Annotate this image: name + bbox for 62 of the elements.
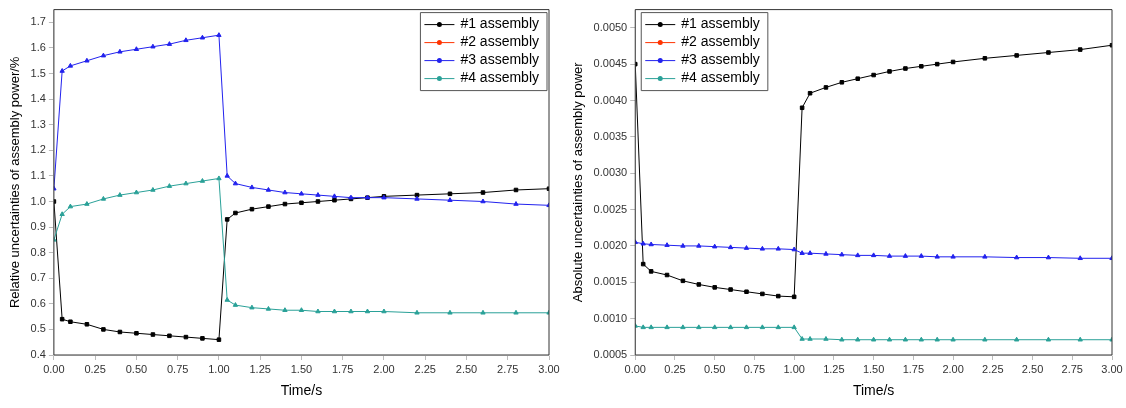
- y-tick-label: 0.6: [30, 296, 46, 309]
- x-tick-label: 3.00: [1101, 362, 1123, 375]
- y-tick-label: 0.0010: [593, 311, 628, 324]
- y-tick-label: 1.2: [30, 143, 46, 156]
- y-tick-label: 0.8: [30, 245, 46, 258]
- x-tick-label: 2.75: [1061, 362, 1083, 375]
- x-tick-label: 2.00: [373, 362, 395, 375]
- y-tick-label: 0.5: [30, 322, 46, 335]
- legend-label: #1 assembly: [681, 15, 760, 32]
- x-tick-label: 1.50: [862, 362, 885, 375]
- x-tick-label: 0.50: [703, 362, 726, 375]
- y-tick-label: 0.0020: [593, 238, 628, 251]
- x-tick-label: 1.75: [902, 362, 925, 375]
- x-tick-label: 0.75: [743, 362, 766, 375]
- y-tick-label: 1.5: [30, 66, 46, 79]
- y-tick-label: 0.0005: [593, 348, 628, 361]
- x-tick-label: 2.25: [982, 362, 1004, 375]
- legend-label: #4 assembly: [460, 69, 539, 86]
- legend-label: #2 assembly: [460, 33, 539, 50]
- x-tick-label: 0.25: [664, 362, 686, 375]
- x-tick-label: 0.00: [624, 362, 646, 375]
- y-tick-label: 0.9: [30, 220, 46, 233]
- y-tick-label: 0.0045: [593, 57, 628, 70]
- y-tick-label: 1.0: [30, 194, 46, 207]
- x-tick-label: 2.50: [455, 362, 478, 375]
- x-tick-label: 1.00: [208, 362, 230, 375]
- x-tick-label: 2.25: [414, 362, 436, 375]
- x-tick-label: 1.50: [290, 362, 313, 375]
- y-tick-label: 1.4: [30, 92, 46, 105]
- y-axis-title: Relative uncertainties of assembly power/%: [7, 56, 23, 309]
- x-tick-label: 1.25: [249, 362, 271, 375]
- y-tick-label: 1.7: [30, 15, 46, 28]
- legend-label: #4 assembly: [681, 69, 760, 86]
- y-tick-label: 0.0025: [593, 202, 628, 215]
- y-tick-label: 1.3: [30, 117, 46, 130]
- x-tick-label: 2.75: [497, 362, 519, 375]
- x-tick-label: 0.25: [84, 362, 106, 375]
- x-tick-label: 1.25: [823, 362, 845, 375]
- x-axis-title: Time/s: [280, 382, 323, 399]
- y-tick-label: 0.0015: [593, 275, 628, 288]
- y-tick-label: 0.4: [30, 348, 46, 361]
- y-tick-label: 1.1: [30, 168, 46, 181]
- x-tick-label: 0.50: [125, 362, 148, 375]
- legend-label: #3 assembly: [681, 51, 760, 68]
- y-tick-label: 1.6: [30, 41, 46, 54]
- x-tick-label: 0.75: [166, 362, 189, 375]
- legend-label: #1 assembly: [460, 15, 539, 32]
- x-tick-label: 2.00: [942, 362, 964, 375]
- y-tick-label: 0.0035: [593, 129, 628, 142]
- y-tick-label: 0.0040: [593, 93, 628, 106]
- x-tick-label: 1.75: [331, 362, 354, 375]
- x-axis-title: Time/s: [852, 382, 895, 399]
- x-tick-label: 0.00: [43, 362, 65, 375]
- y-tick-label: 0.0030: [593, 166, 628, 179]
- legend-label: #2 assembly: [681, 33, 760, 50]
- x-tick-label: 3.00: [538, 362, 560, 375]
- x-tick-label: 1.00: [783, 362, 805, 375]
- x-tick-label: 2.50: [1021, 362, 1044, 375]
- legend-label: #3 assembly: [460, 51, 539, 68]
- y-tick-label: 0.0050: [593, 20, 628, 33]
- y-tick-label: 0.7: [30, 271, 46, 284]
- y-axis-title: Absolute uncertainties of assembly power: [570, 61, 586, 303]
